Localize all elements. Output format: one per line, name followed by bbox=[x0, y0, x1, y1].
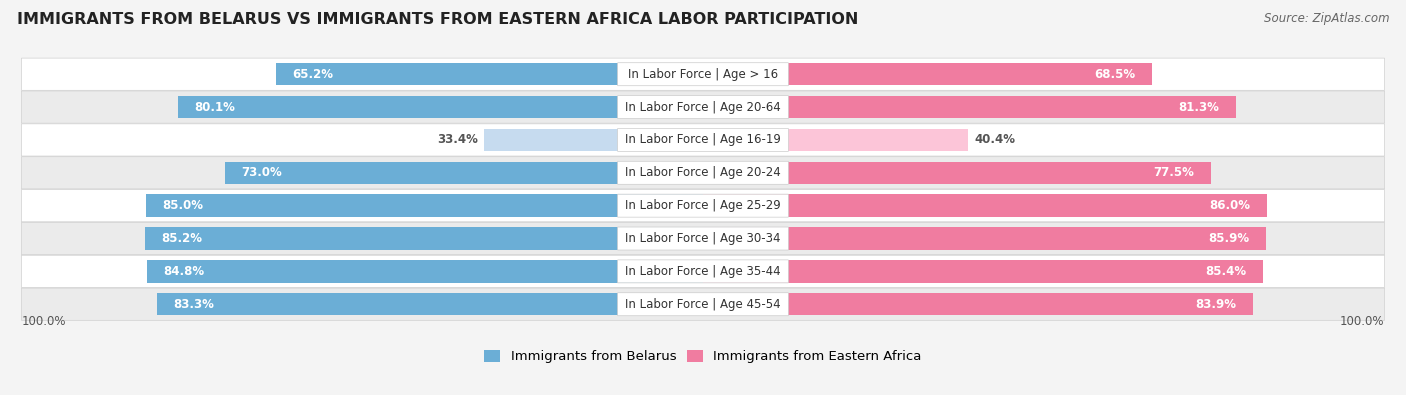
Bar bbox=[157, 293, 703, 315]
FancyBboxPatch shape bbox=[617, 260, 789, 283]
FancyBboxPatch shape bbox=[21, 124, 1385, 156]
Text: In Labor Force | Age 30-34: In Labor Force | Age 30-34 bbox=[626, 232, 780, 245]
Text: 77.5%: 77.5% bbox=[1153, 166, 1195, 179]
Bar bbox=[703, 129, 967, 151]
Text: 68.5%: 68.5% bbox=[1094, 68, 1136, 81]
FancyBboxPatch shape bbox=[617, 194, 789, 217]
Text: 83.3%: 83.3% bbox=[173, 298, 215, 311]
Bar bbox=[703, 260, 1263, 282]
Text: 85.9%: 85.9% bbox=[1208, 232, 1250, 245]
Bar bbox=[703, 162, 1211, 184]
Text: 80.1%: 80.1% bbox=[194, 101, 235, 114]
FancyBboxPatch shape bbox=[617, 128, 789, 151]
FancyBboxPatch shape bbox=[21, 157, 1385, 189]
Bar bbox=[145, 228, 703, 250]
Text: In Labor Force | Age 20-64: In Labor Force | Age 20-64 bbox=[626, 101, 780, 114]
FancyBboxPatch shape bbox=[617, 227, 789, 250]
FancyBboxPatch shape bbox=[617, 63, 789, 86]
Text: 85.0%: 85.0% bbox=[163, 199, 204, 212]
Text: 40.4%: 40.4% bbox=[974, 134, 1015, 147]
Bar bbox=[703, 228, 1265, 250]
Bar bbox=[276, 63, 703, 85]
Text: Source: ZipAtlas.com: Source: ZipAtlas.com bbox=[1264, 12, 1389, 25]
Text: 100.0%: 100.0% bbox=[21, 315, 66, 328]
Bar bbox=[703, 63, 1152, 85]
Text: In Labor Force | Age 20-24: In Labor Force | Age 20-24 bbox=[626, 166, 780, 179]
Text: 84.8%: 84.8% bbox=[163, 265, 205, 278]
Bar bbox=[146, 194, 703, 217]
FancyBboxPatch shape bbox=[617, 161, 789, 184]
Text: In Labor Force | Age 25-29: In Labor Force | Age 25-29 bbox=[626, 199, 780, 212]
Text: In Labor Force | Age 45-54: In Labor Force | Age 45-54 bbox=[626, 298, 780, 311]
Bar bbox=[703, 293, 1253, 315]
FancyBboxPatch shape bbox=[21, 58, 1385, 90]
Text: 86.0%: 86.0% bbox=[1209, 199, 1250, 212]
Bar bbox=[703, 194, 1267, 217]
Text: 83.9%: 83.9% bbox=[1195, 298, 1236, 311]
Text: In Labor Force | Age 35-44: In Labor Force | Age 35-44 bbox=[626, 265, 780, 278]
Bar bbox=[484, 129, 703, 151]
Text: 85.2%: 85.2% bbox=[162, 232, 202, 245]
FancyBboxPatch shape bbox=[21, 255, 1385, 288]
Text: 65.2%: 65.2% bbox=[292, 68, 333, 81]
Bar bbox=[703, 96, 1236, 118]
Bar bbox=[225, 162, 703, 184]
FancyBboxPatch shape bbox=[21, 190, 1385, 222]
FancyBboxPatch shape bbox=[21, 222, 1385, 255]
Text: 85.4%: 85.4% bbox=[1205, 265, 1246, 278]
FancyBboxPatch shape bbox=[617, 96, 789, 118]
FancyBboxPatch shape bbox=[21, 91, 1385, 123]
Legend: Immigrants from Belarus, Immigrants from Eastern Africa: Immigrants from Belarus, Immigrants from… bbox=[482, 347, 924, 366]
Text: 100.0%: 100.0% bbox=[1340, 315, 1385, 328]
FancyBboxPatch shape bbox=[21, 288, 1385, 320]
Text: 33.4%: 33.4% bbox=[437, 134, 478, 147]
Text: In Labor Force | Age 16-19: In Labor Force | Age 16-19 bbox=[626, 134, 780, 147]
Text: 81.3%: 81.3% bbox=[1178, 101, 1219, 114]
Text: 73.0%: 73.0% bbox=[240, 166, 281, 179]
Text: IMMIGRANTS FROM BELARUS VS IMMIGRANTS FROM EASTERN AFRICA LABOR PARTICIPATION: IMMIGRANTS FROM BELARUS VS IMMIGRANTS FR… bbox=[17, 12, 858, 27]
Text: In Labor Force | Age > 16: In Labor Force | Age > 16 bbox=[628, 68, 778, 81]
Bar bbox=[148, 260, 703, 282]
Bar bbox=[179, 96, 703, 118]
FancyBboxPatch shape bbox=[617, 293, 789, 316]
